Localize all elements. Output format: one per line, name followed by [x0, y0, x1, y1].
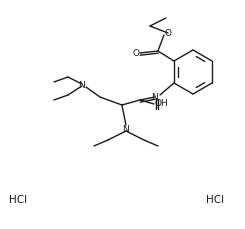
Text: N: N	[79, 81, 85, 90]
Text: HCl: HCl	[206, 195, 224, 205]
Text: OH: OH	[154, 99, 168, 109]
Text: HCl: HCl	[9, 195, 27, 205]
Text: N: N	[122, 125, 129, 134]
Text: O: O	[164, 30, 172, 38]
Text: N: N	[152, 93, 158, 101]
Text: O: O	[133, 49, 139, 57]
